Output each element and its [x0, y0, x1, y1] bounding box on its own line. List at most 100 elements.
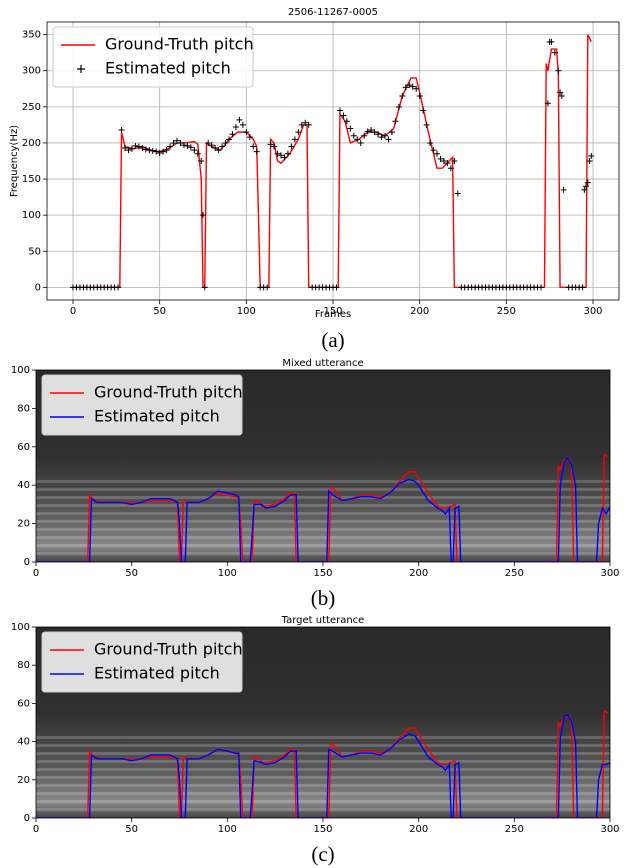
x-tick-label: 50 — [125, 824, 138, 835]
spectrogram-texture — [36, 475, 610, 557]
point-marker — [378, 134, 385, 141]
point-marker — [142, 146, 149, 153]
caption: (b) — [311, 586, 336, 610]
plot-area — [70, 34, 595, 291]
x-tick-label: 0 — [70, 306, 76, 317]
point-marker — [437, 155, 444, 162]
point-marker — [350, 132, 357, 139]
point-marker — [284, 150, 291, 157]
y-tick-label: 40 — [17, 480, 30, 491]
point-marker — [548, 38, 555, 45]
point-marker — [298, 121, 305, 128]
chart-title: 2506-11267-0005 — [288, 7, 378, 18]
point-marker — [538, 284, 544, 291]
point-marker — [454, 190, 461, 197]
point-marker — [444, 160, 451, 167]
caption: (c) — [311, 842, 334, 866]
series-line — [36, 453, 609, 562]
point-marker — [291, 136, 298, 143]
point-marker — [194, 150, 201, 157]
chart: 2506-11267-0005 0 50 100 150 200 250 300 0 50 100 1… — [9, 7, 620, 352]
plot-area — [36, 453, 610, 562]
point-marker — [451, 158, 458, 164]
point-marker — [357, 139, 364, 146]
point-marker — [402, 84, 409, 91]
chart-title: Mixed utterance — [282, 358, 363, 369]
point-marker — [177, 139, 184, 146]
point-marker — [423, 121, 430, 128]
x-tick-label: 150 — [313, 568, 332, 579]
point-marker — [215, 147, 222, 154]
x-tick-label: 100 — [218, 824, 237, 835]
point-marker — [395, 103, 402, 110]
point-marker — [413, 85, 420, 92]
x-tick-label: 300 — [583, 306, 602, 317]
point-marker — [278, 152, 284, 159]
point-marker — [200, 212, 206, 219]
y-tick-label: 100 — [11, 365, 30, 376]
plot-area — [36, 709, 610, 818]
point-marker — [180, 142, 187, 149]
point-marker — [420, 107, 427, 114]
point-marker — [229, 131, 236, 138]
legend-box — [52, 26, 254, 88]
point-marker — [544, 100, 551, 107]
y-tick-label: 80 — [17, 660, 30, 671]
y-axis-label: Frequency(Hz) — [9, 125, 20, 197]
point-marker — [427, 139, 434, 146]
point-marker — [388, 129, 395, 136]
point-marker — [267, 141, 274, 148]
legend-label: Estimated pitch — [94, 664, 220, 683]
point-marker — [226, 136, 232, 143]
point-marker — [588, 152, 595, 159]
legend-label: Estimated pitch — [94, 407, 220, 426]
point-marker — [232, 124, 239, 131]
point-marker — [132, 142, 139, 149]
x-tick-label: 0 — [33, 824, 39, 835]
legend-box — [41, 631, 243, 693]
point-marker — [560, 186, 567, 193]
y-tick-label: 60 — [17, 442, 30, 453]
point-marker — [434, 150, 440, 157]
y-tick-label: 100 — [11, 622, 30, 633]
point-marker — [212, 145, 219, 152]
x-tick-label: 200 — [410, 306, 429, 317]
point-marker — [584, 179, 591, 186]
point-marker — [347, 125, 354, 132]
point-marker — [333, 284, 340, 291]
point-marker — [406, 82, 413, 89]
point-marker — [375, 131, 382, 138]
y-tick-label: 350 — [22, 30, 41, 41]
point-marker — [271, 143, 278, 150]
plot-frame — [46, 21, 620, 301]
series-line — [36, 457, 610, 562]
y-tick-label: 20 — [17, 519, 30, 530]
point-marker — [236, 116, 243, 123]
point-marker — [302, 119, 309, 126]
caption: (a) — [321, 328, 344, 352]
point-marker — [222, 139, 229, 146]
point-marker — [163, 147, 170, 154]
point-marker — [201, 284, 208, 291]
point-marker — [305, 121, 312, 128]
y-tick-label: 200 — [22, 138, 41, 149]
point-marker — [170, 139, 177, 146]
series-line — [36, 709, 609, 818]
point-marker — [153, 148, 160, 155]
x-tick-label: 100 — [218, 568, 237, 579]
x-tick-label: 0 — [33, 568, 39, 579]
point-marker — [135, 143, 142, 150]
x-tick-label: 250 — [497, 306, 516, 317]
point-marker — [440, 158, 447, 164]
y-tick-label: 0 — [24, 557, 30, 568]
point-marker — [264, 284, 271, 291]
point-marker — [139, 145, 146, 152]
point-marker — [191, 147, 198, 154]
y-tick-label: 40 — [17, 737, 30, 748]
point-marker — [579, 284, 586, 291]
y-tick-label: 100 — [22, 210, 41, 221]
point-marker — [146, 147, 153, 154]
point-marker — [409, 83, 416, 90]
x-tick-label: 150 — [313, 824, 332, 835]
y-tick-label: 80 — [17, 403, 30, 414]
